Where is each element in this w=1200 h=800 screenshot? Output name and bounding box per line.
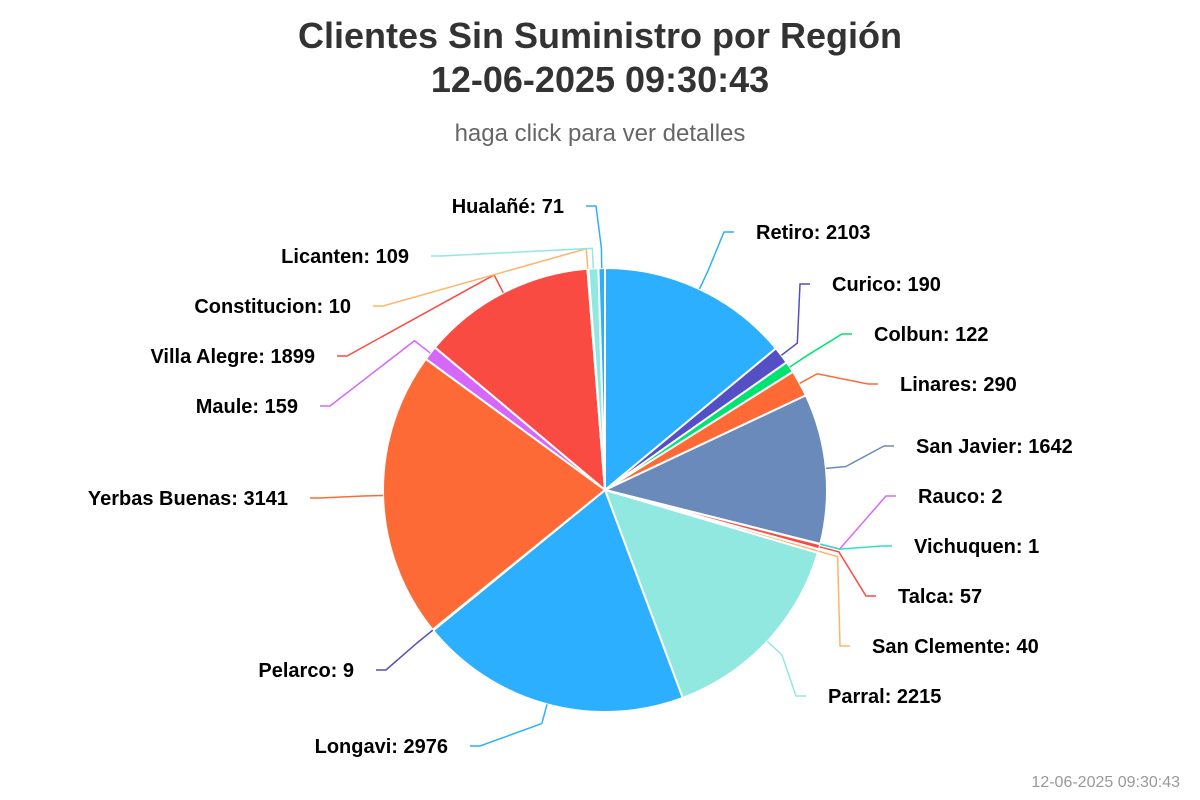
chart-subtitle: haga click para ver detalles bbox=[454, 120, 746, 147]
pie-connectors bbox=[310, 205, 896, 747]
connector-longavi bbox=[470, 704, 548, 747]
data-label-pelarco[interactable]: Pelarco: 9 bbox=[258, 660, 354, 682]
connector-yerbas-buenas bbox=[310, 494, 384, 499]
footer-timestamp: 12-06-2025 09:30:43 bbox=[1031, 774, 1180, 791]
connector-rauco bbox=[820, 495, 896, 550]
connector-linares bbox=[799, 372, 878, 385]
chart-title-line1: Clientes Sin Suministro por Región bbox=[297, 15, 903, 56]
connector-constitucion bbox=[373, 247, 589, 307]
pie-slice-san-javier[interactable] bbox=[604, 394, 828, 546]
data-label-vichuquen[interactable]: Vichuquen: 1 bbox=[914, 536, 1039, 558]
data-label-retiro[interactable]: Retiro: 2103 bbox=[756, 222, 871, 244]
connector-curico bbox=[780, 283, 810, 356]
data-label-maule[interactable]: Maule: 159 bbox=[196, 396, 298, 418]
data-label-villa-alegre[interactable]: Villa Alegre: 1899 bbox=[150, 346, 315, 368]
pie-slice-parral[interactable] bbox=[604, 489, 819, 699]
data-label-talca[interactable]: Talca: 57 bbox=[898, 586, 982, 608]
data-label-curico[interactable]: Curico: 190 bbox=[832, 274, 941, 296]
pie-slice-longavi[interactable] bbox=[432, 489, 684, 713]
connector-colbun bbox=[789, 333, 852, 368]
connector-pelarco bbox=[376, 629, 434, 671]
connector-licanten bbox=[431, 247, 595, 269]
pie-slice-villa-alegre[interactable] bbox=[433, 267, 606, 491]
data-label-san-clemente[interactable]: San Clemente: 40 bbox=[872, 636, 1039, 658]
data-label-parral[interactable]: Parral: 2215 bbox=[828, 686, 941, 708]
data-label-san-javier[interactable]: San Javier: 1642 bbox=[916, 436, 1073, 458]
connector-parral bbox=[766, 640, 806, 697]
connector-maule bbox=[320, 339, 431, 407]
connector-hualane bbox=[586, 205, 603, 269]
connector-vichuquen bbox=[820, 543, 892, 550]
pie-slices bbox=[382, 267, 828, 713]
data-label-linares[interactable]: Linares: 290 bbox=[900, 374, 1017, 396]
chart-title-line2: 12-06-2025 09:30:43 bbox=[430, 59, 770, 100]
pie-slice-retiro[interactable] bbox=[604, 267, 777, 491]
pie-slice-hualane[interactable] bbox=[597, 267, 606, 491]
data-label-rauco[interactable]: Rauco: 2 bbox=[918, 486, 1002, 508]
data-label-yerbas-buenas[interactable]: Yerbas Buenas: 3141 bbox=[88, 488, 288, 510]
connector-retiro bbox=[698, 231, 734, 290]
connector-talca bbox=[819, 546, 876, 597]
data-label-constitucion[interactable]: Constitucion: 10 bbox=[194, 296, 351, 318]
connector-san-clemente bbox=[818, 550, 850, 647]
data-label-longavi[interactable]: Longavi: 2976 bbox=[315, 736, 448, 758]
connector-san-javier bbox=[825, 445, 894, 470]
pie-labels: Retiro: 2103 Curico: 190 Colbun: 122 Linare… bbox=[88, 196, 1073, 758]
pie-slice-yerbas-buenas[interactable] bbox=[382, 357, 606, 631]
data-label-hualane[interactable]: Hualañé: 71 bbox=[452, 196, 564, 218]
chart-title: Clientes Sin Suministro por Región 12-06… bbox=[0, 14, 1200, 102]
data-label-licanten[interactable]: Licanten: 109 bbox=[281, 246, 409, 268]
data-label-colbun[interactable]: Colbun: 122 bbox=[874, 324, 988, 346]
connector-villa-alegre bbox=[337, 273, 504, 357]
